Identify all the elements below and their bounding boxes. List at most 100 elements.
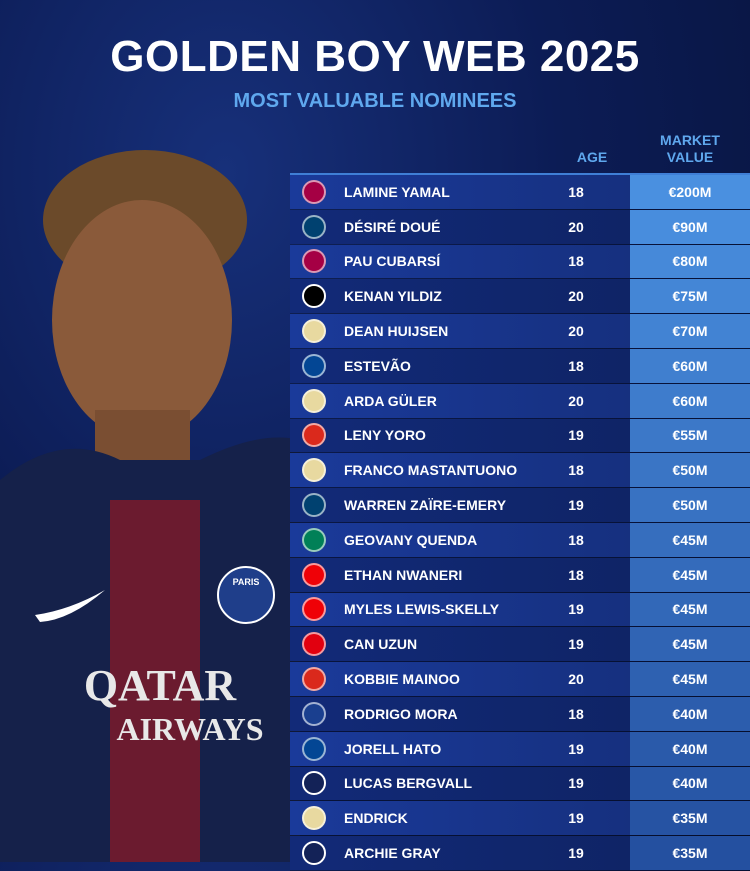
juventus-crest-icon [302,284,326,309]
market-value: €200M [630,175,750,209]
market-value: €80M [630,244,750,279]
market-value: €60M [630,348,750,383]
player-name: WARREN ZAÏRE-EMERY [344,497,507,514]
market-value: €60M [630,383,750,418]
market-value: €75M [630,279,750,314]
arsenal-crest-icon [302,597,326,622]
sponsor-line2: AIRWAYS [116,711,263,747]
player-age: 20 [568,671,584,688]
real-madrid-crest-icon [302,458,326,483]
player-face [52,200,232,440]
player-name: ENDRICK [344,810,408,827]
market-value: €35M [630,836,750,870]
market-value: €40M [630,731,750,766]
chelsea-crest-icon [302,353,326,378]
player-age: 18 [568,462,584,479]
player-age: 19 [568,497,584,514]
player-age: 18 [568,705,584,722]
row-main: CAN UZUN 19 [290,627,630,662]
table-row: RODRIGO MORA 18 €40M [290,696,750,732]
nominees-table: LAMINE YAMAL 18 €200M DÉSIRÉ DOUÉ 20 €90… [290,173,750,871]
player-name: PAU CUBARSÍ [344,253,441,270]
player-name: ARDA GÜLER [344,392,437,409]
row-main: ESTEVÃO 18 [290,348,630,383]
player-age: 20 [568,323,584,340]
row-main: GEOVANY QUENDA 18 [290,522,630,557]
player-name: JORELL HATO [344,740,442,757]
player-age: 18 [568,253,584,270]
table-row: WARREN ZAÏRE-EMERY 19 €50M [290,488,750,523]
barcelona-crest-icon [302,249,326,274]
row-main: FRANCO MASTANTUONO 18 [290,453,630,488]
arsenal-crest-icon [302,562,326,587]
player-name: KENAN YILDIZ [344,288,442,305]
table-row: PAU CUBARSÍ 18 €80M [290,244,750,280]
table-row: ARCHIE GRAY 19 €35M [290,836,750,871]
player-name: ETHAN NWANERI [344,566,463,583]
table-row: ETHAN NWANERI 18 €45M [290,557,750,593]
row-main: DEAN HUIJSEN 20 [290,314,630,348]
page-title: GOLDEN BOY WEB 2025 [110,32,640,81]
market-value: €45M [630,662,750,696]
table-row: FRANCO MASTANTUONO 18 €50M [290,453,750,489]
real-madrid-crest-icon [302,806,326,831]
table-row: LAMINE YAMAL 18 €200M [290,175,750,210]
table-row: MYLES LEWIS-SKELLY 19 €45M [290,592,750,628]
market-value: €45M [630,557,750,592]
player-name: FRANCO MASTANTUONO [344,462,518,479]
table-row: ARDA GÜLER 20 €60M [290,383,750,419]
psg-crest-icon [302,214,326,239]
table-row: DEAN HUIJSEN 20 €70M [290,314,750,349]
market-value: €90M [630,209,750,244]
table-row: LUCAS BERGVALL 19 €40M [290,766,750,802]
table-row: ESTEVÃO 18 €60M [290,348,750,384]
table-row: ENDRICK 19 €35M [290,801,750,837]
player-age: 20 [568,392,584,409]
psg-crest-icon [302,493,326,518]
sponsor-line1: QATAR [84,661,238,710]
sporting-crest-icon [302,527,326,552]
player-name: MYLES LEWIS-SKELLY [344,601,500,618]
nike-swoosh-icon [35,590,105,622]
player-name: ESTEVÃO [344,357,411,374]
player-age: 18 [568,531,584,548]
player-name: RODRIGO MORA [344,705,458,722]
player-name: ARCHIE GRAY [344,845,441,862]
tottenham-crest-icon [302,771,326,796]
table-row: GEOVANY QUENDA 18 €45M [290,522,750,558]
market-value: €45M [630,592,750,627]
row-main: LUCAS BERGVALL 19 [290,766,630,801]
market-value: €40M [630,696,750,731]
player-age: 18 [568,566,584,583]
player-age: 19 [568,740,584,757]
real-madrid-crest-icon [302,319,326,344]
player-age: 19 [568,636,584,653]
tottenham-crest-icon [302,841,326,866]
jersey-stripe [110,500,200,862]
real-madrid-crest-icon [302,388,326,413]
row-main: ARCHIE GRAY 19 [290,836,630,870]
barcelona-crest-icon [302,179,326,204]
player-age: 20 [568,218,584,235]
page-subtitle: MOST VALUABLE NOMINEES [233,90,517,112]
age-column-header: AGE [576,149,608,165]
man-utd-crest-icon [302,667,326,692]
porto-crest-icon [302,701,326,726]
row-main: ARDA GÜLER 20 [290,383,630,418]
player-age: 19 [568,845,584,862]
table-row: KENAN YILDIZ 20 €75M [290,279,750,315]
market-value: €45M [630,522,750,557]
market-value: €35M [630,801,750,836]
table-row: KOBBIE MAINOO 20 €45M [290,662,750,697]
player-age: 20 [568,288,584,305]
player-age: 18 [568,183,584,200]
market-value: €70M [630,314,750,348]
player-name: LAMINE YAMAL [344,183,450,200]
table-row: LENY YORO 19 €55M [290,418,750,454]
player-age: 19 [568,775,584,792]
player-name: LUCAS BERGVALL [344,775,473,792]
row-main: KENAN YILDIZ 20 [290,279,630,314]
player-photo: PARIS QATAR AIRWAYS [0,140,300,862]
table-row: CAN UZUN 19 €45M [290,627,750,663]
market-value-header-line1: MARKET [660,132,720,148]
